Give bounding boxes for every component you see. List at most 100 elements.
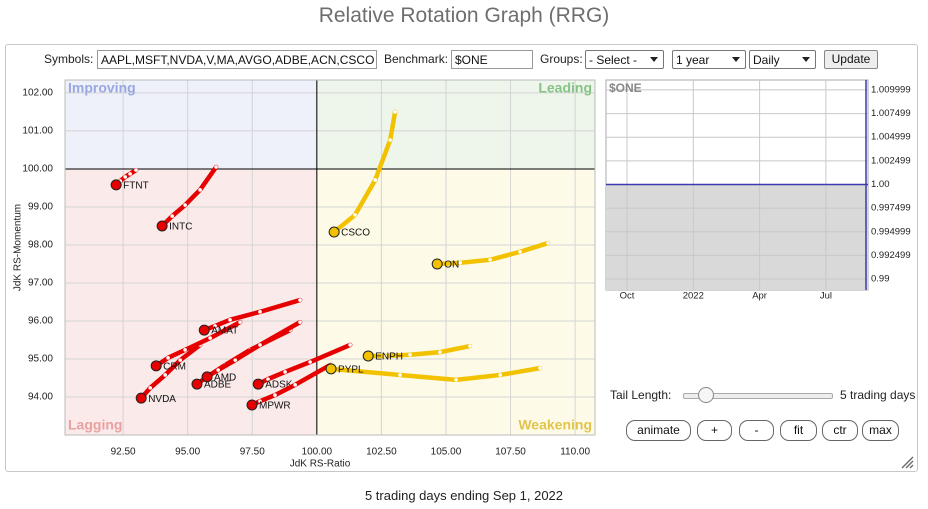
- series-label: NVDA: [148, 394, 176, 405]
- tail-point: [228, 318, 232, 322]
- tail-point: [538, 366, 542, 370]
- tail-point: [458, 261, 462, 265]
- y-tick-label: 1.004999: [871, 132, 911, 143]
- tail-point: [393, 110, 397, 114]
- control-button[interactable]: ctr: [822, 420, 858, 441]
- tail-point: [438, 350, 442, 354]
- series-label: ON: [444, 260, 459, 271]
- x-tick-label: 97.50: [240, 447, 265, 458]
- tail-head: [201, 371, 213, 383]
- x-tick-label: Apr: [752, 291, 767, 302]
- tail-point: [308, 360, 312, 364]
- tail-point: [518, 249, 522, 254]
- tail-point: [348, 343, 352, 347]
- series-label: AMAT: [211, 326, 238, 337]
- tail-point: [283, 370, 287, 374]
- tail-point: [468, 344, 472, 348]
- tail-head: [150, 360, 162, 372]
- y-tick-label: 101.00: [22, 126, 53, 137]
- tail-point: [258, 399, 262, 403]
- x-tick-label: 92.50: [111, 447, 136, 458]
- y-tick-label: 95.00: [28, 354, 53, 365]
- tail-point: [388, 138, 392, 142]
- period-select[interactable]: 1 year: [672, 50, 746, 69]
- quadrant: [316, 80, 595, 169]
- series-label: ADSK: [265, 380, 293, 391]
- x-tick-label: 105.00: [431, 447, 462, 458]
- quadrant-label: Weakening: [518, 417, 592, 433]
- series-label: ENPH: [375, 352, 403, 363]
- panel: [5, 44, 918, 472]
- x-tick-label: 95.00: [175, 447, 200, 458]
- tail-point: [383, 354, 387, 358]
- footer: 5 trading days ending Sep 1, 2022: [364, 488, 564, 503]
- tail-point: [198, 188, 202, 192]
- quadrant: [316, 168, 595, 435]
- groups-select[interactable]: - Select -: [585, 50, 664, 69]
- y-tick-label: 0.994999: [871, 226, 911, 237]
- series-label: AMD: [214, 372, 236, 383]
- tail-point: [258, 310, 262, 314]
- tail-point: [258, 343, 262, 347]
- benchmark-input[interactable]: $ONE: [451, 50, 533, 69]
- tail-head: [431, 258, 443, 270]
- y-tick-label: 0.997499: [871, 203, 911, 214]
- tail-point: [213, 324, 217, 328]
- y-tick-label: 1.002499: [871, 155, 911, 166]
- tail-point: [216, 368, 220, 372]
- x-tick-label: Oct: [620, 291, 635, 302]
- quadrant: [65, 168, 317, 435]
- page-title: Relative Rotation Graph (RRG): [318, 4, 610, 27]
- tail-slider-knob[interactable]: [698, 387, 714, 403]
- quadrant-label: Lagging: [68, 417, 122, 433]
- tail-point: [178, 358, 182, 362]
- x-tick-label: 102.50: [366, 447, 397, 458]
- symbols-label: Symbols:: [44, 52, 94, 66]
- y-axis-label: JdK RS-Momentum: [13, 204, 24, 291]
- mini-title: $ONE: [609, 81, 642, 95]
- tail-point: [183, 348, 187, 352]
- tail-slider-track[interactable]: [683, 393, 833, 399]
- x-tick-label: 2022: [683, 291, 704, 302]
- tail-point: [208, 336, 212, 340]
- control-button[interactable]: animate: [626, 420, 691, 441]
- symbols-input[interactable]: AAPL,MSFT,NVDA,V,MA,AVGO,ADBE,ACN,CSCO: [97, 50, 377, 69]
- x-tick-label: 107.50: [495, 447, 526, 458]
- control-button[interactable]: +: [697, 420, 732, 441]
- tail-head: [328, 226, 340, 238]
- tail-point: [214, 165, 218, 169]
- tail-point: [166, 356, 170, 360]
- y-tick-label: 94.00: [28, 392, 53, 403]
- quadrant: [65, 80, 317, 169]
- tail-length-label: Tail Length:: [610, 388, 672, 402]
- y-tick-label: 0.99: [871, 274, 890, 285]
- resize-grip[interactable]: [900, 455, 914, 469]
- control-button[interactable]: -: [739, 420, 774, 441]
- groups-label: Groups:: [540, 52, 583, 66]
- update-button[interactable]: Update: [824, 50, 878, 69]
- tail-head: [156, 220, 168, 232]
- y-tick-label: 98.00: [28, 240, 53, 251]
- tail-point: [546, 241, 550, 245]
- quadrant-label: Leading: [538, 80, 592, 96]
- y-tick-label: 1.00: [871, 179, 890, 190]
- tail-point: [163, 373, 168, 377]
- tail-point: [134, 168, 138, 172]
- control-button[interactable]: fit: [780, 420, 817, 441]
- x-axis-label: JdK RS-Ratio: [290, 459, 351, 470]
- tail-head: [110, 179, 122, 191]
- tail-point: [408, 353, 412, 357]
- tail-head: [362, 350, 374, 362]
- y-tick-label: 102.00: [22, 88, 53, 99]
- control-button[interactable]: max: [862, 420, 899, 441]
- tail-point: [454, 378, 458, 382]
- y-tick-label: 1.009999: [871, 84, 911, 95]
- tail-point: [238, 320, 242, 324]
- y-tick-label: 1.007499: [871, 108, 911, 119]
- tail-point: [398, 373, 402, 377]
- tail-point: [148, 386, 153, 390]
- series-label: MPWR: [259, 401, 291, 412]
- frequency-select[interactable]: Daily: [749, 50, 816, 69]
